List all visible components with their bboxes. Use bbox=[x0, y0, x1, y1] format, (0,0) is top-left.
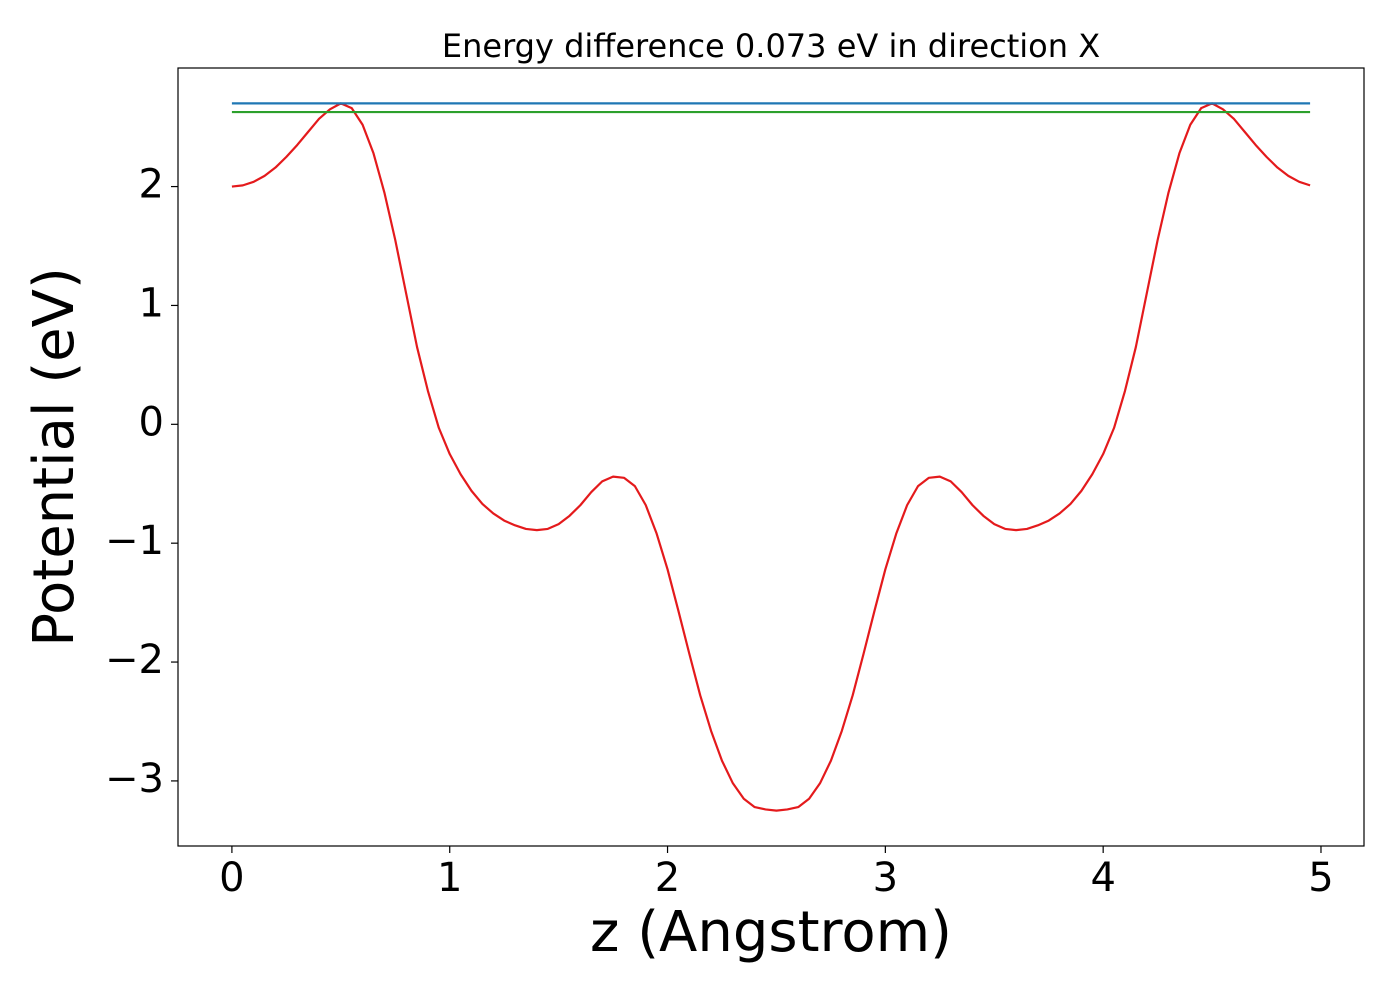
plot-frame bbox=[177, 67, 1365, 847]
x-tick-label: 2 bbox=[655, 855, 680, 901]
x-axis-label: z (Angstrom) bbox=[590, 900, 952, 965]
chart-title: Energy difference 0.073 eV in direction … bbox=[442, 27, 1100, 65]
x-tick-label: 0 bbox=[219, 855, 244, 901]
y-tick-label: 2 bbox=[139, 162, 164, 208]
y-tick-label: −2 bbox=[105, 637, 164, 683]
y-axis-label: Potential (eV) bbox=[22, 267, 87, 647]
y-tick-label: 1 bbox=[139, 280, 164, 326]
x-tick-label: 4 bbox=[1090, 855, 1115, 901]
y-tick-label: −3 bbox=[105, 756, 164, 802]
x-tick-label: 5 bbox=[1308, 855, 1333, 901]
y-tick-label: 0 bbox=[139, 399, 164, 445]
x-tick-label: 1 bbox=[437, 855, 462, 901]
x-tick-label: 3 bbox=[873, 855, 898, 901]
y-tick-label: −1 bbox=[105, 518, 164, 564]
line-series bbox=[231, 102, 1311, 812]
